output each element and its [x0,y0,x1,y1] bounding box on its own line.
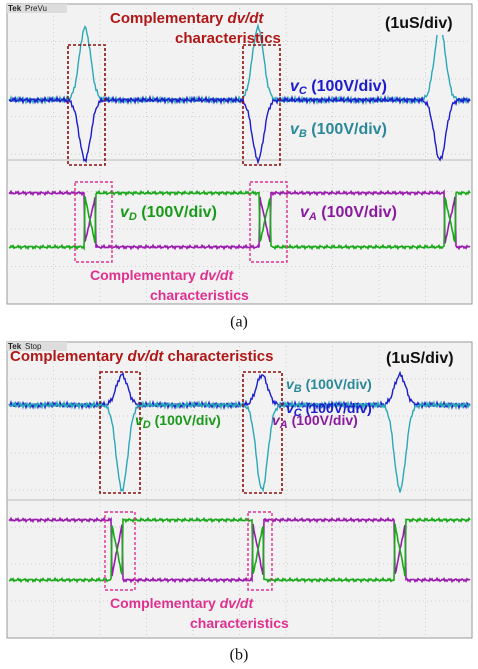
caption: (b) [230,647,249,664]
annotation-part: dv/dt [220,595,255,611]
channel-subscript: D [143,419,151,431]
channel-subscript: A [279,419,288,431]
channel-subscript: B [294,383,302,395]
annotation-part: Complementary [110,10,228,27]
caption: (a) [230,314,248,331]
channel-subscript: D [129,211,137,223]
timebase: (1uS/div) [386,350,454,367]
annotation: Complementary dv/dt [90,267,234,283]
timebase: (1uS/div) [385,15,453,32]
channel-scale: (100V/div) [302,376,372,392]
annotation: Complementary dv/dt characteristics [10,348,273,365]
figure: TekPreVuComplementary dv/dtcharacteristi… [0,0,478,669]
channel-scale: (100V/div) [151,412,221,428]
annotation: characteristics [175,30,281,47]
annotation: Complementary dv/dt [110,595,254,611]
annotation-part: characteristics [175,30,281,47]
annotation-part: dv/dt [128,348,165,365]
annotation: Complementary dv/dt [110,10,264,27]
annotation-part: characteristics [150,287,249,303]
channel-scale: (100V/div) [137,204,217,221]
channel-subscript: A [308,211,317,223]
annotation: characteristics [190,615,289,631]
channel-scale: (100V/div) [317,204,397,221]
annotation: characteristics [150,287,249,303]
annotation-part: Complementary [90,267,200,283]
annotation-part: dv/dt [200,267,235,283]
channel-scale: (100V/div) [288,412,358,428]
brand: Tek [8,4,22,13]
channel-scale: (100V/div) [307,121,387,138]
channel-subscript: B [299,128,307,140]
annotation-part: characteristics [163,348,273,365]
annotation-part: characteristics [190,615,289,631]
annotation-part: dv/dt [228,10,265,27]
status: PreVu [25,4,47,13]
annotation-part: Complementary [110,595,220,611]
channel-scale: (100V/div) [307,78,387,95]
annotation-part: Complementary [10,348,128,365]
